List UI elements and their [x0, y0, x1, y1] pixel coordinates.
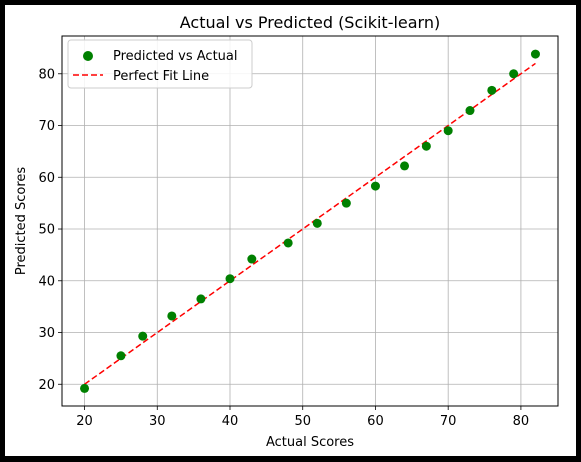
legend-label-predicted-vs-actual: Predicted vs Actual: [113, 49, 237, 64]
x-axis-ticks: 20 30 40 50 60 70 80: [76, 406, 529, 429]
x-tick-label: 60: [367, 414, 384, 429]
y-tick-label: 70: [38, 119, 55, 134]
y-axis-ticks: 20 30 40 50 60 70 80: [38, 67, 62, 393]
y-tick-label: 50: [38, 223, 55, 238]
legend-box: [67, 39, 253, 89]
scatter-point: [421, 141, 431, 151]
chart: Actual vs Predicted (Scikit-learn) 20 30 4…: [5, 5, 576, 456]
legend: Predicted vs Actual Perfect Fit Line: [67, 39, 253, 89]
scatter-point: [138, 331, 148, 341]
scatter-point: [443, 126, 453, 136]
x-tick-label: 70: [440, 414, 457, 429]
scatter-point: [196, 294, 206, 304]
scatter-point: [225, 274, 235, 284]
scatter-point: [530, 49, 540, 59]
legend-label-perfect-fit-line: Perfect Fit Line: [113, 69, 209, 84]
legend-scatter-marker: [83, 51, 93, 61]
scatter-point: [312, 218, 322, 228]
scatter-point: [465, 106, 475, 116]
x-tick-label: 40: [222, 414, 239, 429]
scatter-point: [400, 161, 410, 171]
scatter-point: [487, 85, 497, 95]
scatter-point: [370, 181, 380, 191]
scatter-point: [283, 238, 293, 248]
perfect-fit-line: [84, 62, 536, 385]
y-tick-label: 60: [38, 171, 55, 186]
chart-title: Actual vs Predicted (Scikit-learn): [180, 13, 440, 32]
scatter-point: [167, 311, 177, 321]
x-tick-label: 30: [149, 414, 166, 429]
scatter-point: [341, 198, 351, 208]
scatter-point: [247, 254, 257, 264]
y-tick-label: 30: [38, 326, 55, 341]
y-axis-label: Predicted Scores: [14, 167, 29, 276]
plot-area-border: [61, 35, 559, 407]
x-axis-label: Actual Scores: [266, 435, 354, 450]
x-tick-label: 80: [513, 414, 530, 429]
x-tick-label: 50: [294, 414, 311, 429]
y-tick-label: 20: [38, 378, 55, 393]
x-tick-label: 20: [76, 414, 93, 429]
scatter-point: [509, 69, 519, 79]
scatter-point: [80, 383, 90, 393]
scatter-point: [116, 351, 126, 361]
y-tick-label: 80: [38, 67, 55, 82]
scatter-points-layer: [80, 49, 540, 393]
perfect-fit-line-layer: [84, 62, 536, 385]
y-tick-label: 40: [38, 274, 55, 289]
